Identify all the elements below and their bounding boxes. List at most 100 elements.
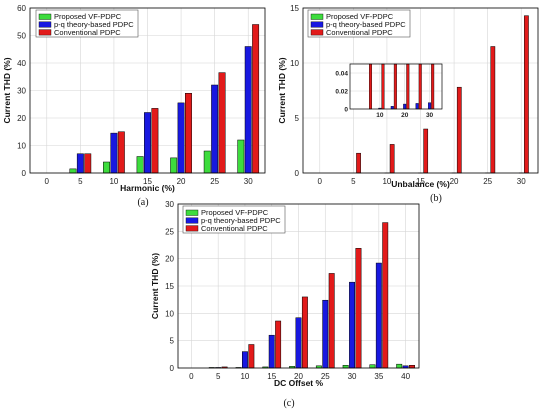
bar (375, 262, 382, 369)
bar (389, 144, 395, 174)
legend-swatch (310, 29, 324, 36)
x-tick-label: 15 (267, 372, 276, 381)
axes-frame (177, 203, 420, 369)
bar (185, 93, 192, 174)
inset-bar (369, 63, 373, 110)
y-tick-label: 15 (290, 4, 299, 13)
axes-frame (302, 7, 539, 174)
bar (211, 84, 219, 174)
legend-label: Conventional PDPC (54, 28, 121, 37)
inset-y-tick-label: 0.02 (335, 89, 348, 96)
x-tick-label: 5 (351, 177, 356, 186)
bar (103, 161, 110, 174)
bar (244, 46, 252, 174)
bar (268, 334, 275, 369)
x-tick-label: 40 (401, 372, 410, 381)
y-axis-label: Current THD (%) (277, 57, 287, 123)
legend-swatch (185, 209, 199, 216)
x-tick-label: 20 (177, 177, 186, 186)
y-tick-label: 60 (17, 4, 26, 13)
bar (144, 112, 151, 174)
inset-y-tick-label: 0 (344, 107, 348, 114)
x-tick-label: 10 (240, 372, 249, 381)
panel-caption: (a) (137, 197, 148, 208)
legend-swatch (185, 225, 199, 232)
inset-bar (415, 103, 419, 110)
x-tick-label: 10 (382, 177, 391, 186)
bar (356, 152, 361, 174)
bar (423, 128, 429, 174)
legend-swatch (310, 21, 324, 28)
bar (84, 153, 92, 174)
x-axis-label: Unbalance (%) (391, 179, 450, 189)
legend-box (307, 9, 411, 38)
legend-label: Conventional PDPC (326, 28, 393, 37)
y-tick-label: 30 (165, 200, 174, 209)
bar (203, 150, 211, 174)
y-tick-label: 0 (170, 364, 175, 373)
inset-bar (406, 63, 410, 110)
x-tick-label: 30 (517, 177, 526, 186)
bar (456, 86, 462, 174)
chart-unbalance: 0 5 10 15 0 5 10 15 20 25 30 Unbalance (%) Current T… (277, 4, 539, 204)
bar (409, 365, 415, 369)
inset-x-tick-label: 10 (376, 112, 384, 119)
inset-bar (403, 103, 407, 110)
axes-frame (29, 7, 266, 174)
legend-swatch (310, 13, 324, 20)
y-tick-label: 25 (165, 227, 174, 236)
bar (110, 132, 118, 174)
bar (490, 46, 496, 174)
bar (382, 222, 389, 369)
bar (295, 317, 302, 369)
legend-label: Proposed VF-PDPC (326, 12, 394, 21)
y-tick-label: 50 (17, 32, 26, 41)
y-axis-label: Current THD (%) (2, 57, 12, 123)
y-tick-label: 10 (17, 142, 26, 151)
bar (69, 168, 77, 174)
x-tick-label: 25 (321, 372, 330, 381)
bar (322, 299, 329, 369)
x-tick-label: 5 (216, 372, 221, 381)
legend-label: p-q theory-based PDPC (201, 216, 281, 225)
inset-bar (431, 63, 435, 110)
bar (76, 153, 84, 174)
inset-y-tick-label: 0.04 (335, 71, 348, 78)
panel-caption: (b) (430, 193, 442, 204)
x-tick-label: 15 (143, 177, 152, 186)
x-tick-label: 5 (78, 177, 83, 186)
x-tick-label: 30 (348, 372, 357, 381)
bar (177, 102, 185, 174)
y-tick-label: 30 (17, 87, 26, 96)
bar (301, 296, 308, 369)
bar (170, 157, 178, 174)
y-tick-label: 20 (17, 114, 26, 123)
legend-label: p-q theory-based PDPC (326, 20, 406, 29)
bar (524, 15, 529, 174)
inset-frame (349, 63, 443, 110)
bar (342, 365, 349, 369)
bar (241, 351, 248, 369)
y-tick-label: 5 (295, 114, 300, 123)
bar (349, 281, 356, 369)
bar (248, 344, 255, 369)
bar (237, 139, 245, 174)
y-tick-label: 20 (165, 255, 174, 264)
bar (369, 364, 376, 369)
bar (117, 131, 125, 174)
bar (275, 320, 282, 369)
y-tick-label: 10 (165, 309, 174, 318)
bar (136, 156, 144, 174)
x-tick-label: 0 (189, 372, 194, 381)
legend-swatch (185, 217, 199, 224)
legend-label: Proposed VF-PDPC (54, 12, 122, 21)
legend-swatch (38, 29, 52, 36)
inset-x-tick-label: 20 (401, 112, 409, 119)
chart-dc-offset: 0 5 10 15 20 25 30 0 5 10 15 20 25 30 35 40 DC Offset % C… (150, 200, 420, 409)
x-tick-label: 25 (210, 177, 219, 186)
y-tick-label: 0 (295, 169, 300, 178)
